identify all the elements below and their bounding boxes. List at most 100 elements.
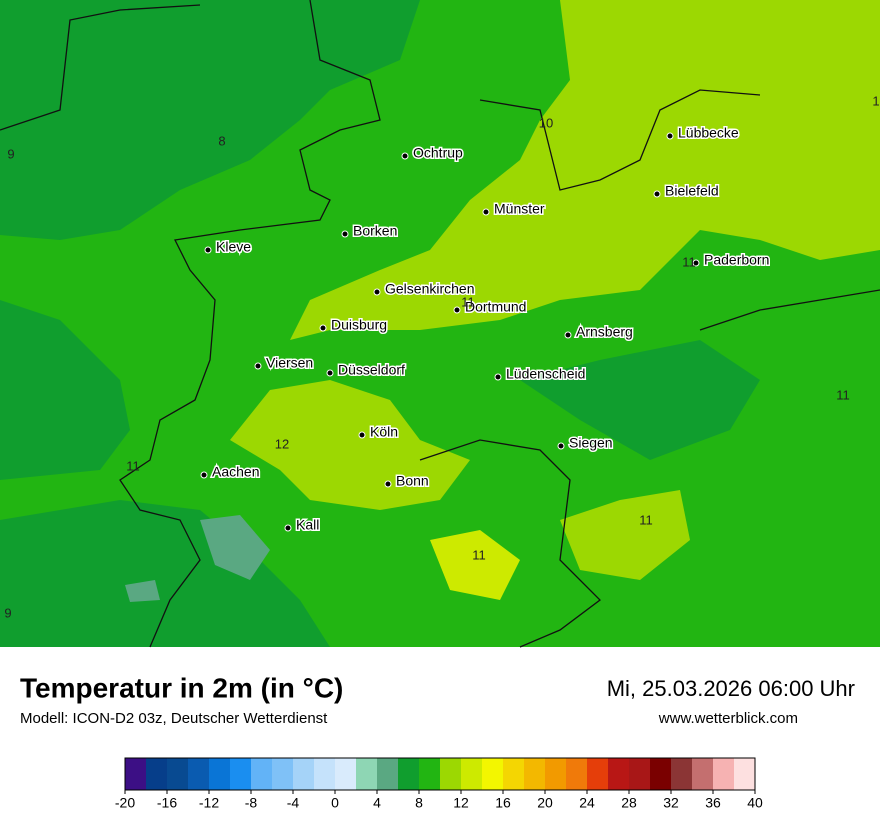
city-dot: [482, 208, 490, 216]
contour-labels: 8 9 10 11 11 12 11 11 11 11 9 1: [4, 93, 879, 620]
city-label: Duisburg: [331, 317, 387, 333]
color-swatch: [461, 758, 483, 790]
contour-label: 1: [872, 93, 879, 108]
border: [0, 4, 201, 131]
color-swatch: [713, 758, 735, 790]
tick-label: 20: [537, 795, 553, 811]
color-swatch: [629, 758, 651, 790]
color-swatch: [293, 758, 315, 790]
city-label: Gelsenkirchen: [385, 281, 475, 297]
city-label: Lüdenscheid: [506, 366, 585, 382]
color-swatch: [188, 758, 210, 790]
city-label: Aachen: [212, 464, 259, 480]
tick-label: 0: [331, 795, 339, 811]
website: www.wetterblick.com: [658, 710, 798, 727]
city-label: Siegen: [569, 435, 613, 451]
contour-label: 8: [218, 133, 225, 148]
tick-label: 16: [495, 795, 511, 811]
color-swatch: [125, 758, 147, 790]
tick-label: -4: [287, 795, 300, 811]
cities: Lübbecke Ochtrup Bielefeld Münster Borken Kle…: [200, 123, 771, 534]
city-dot: [358, 431, 366, 439]
tick-label: 8: [415, 795, 423, 811]
color-swatch: [482, 758, 504, 790]
contour-label: 11: [836, 387, 850, 402]
city-dot: [384, 480, 392, 488]
color-swatch: [398, 758, 420, 790]
city-dot: [341, 230, 349, 238]
cool-zone: [0, 300, 130, 480]
color-swatch: [335, 758, 357, 790]
color-swatch: [272, 758, 294, 790]
color-swatch: [650, 758, 672, 790]
colorbar: -20 -16 -12 -8 -4 0 4 8 12 16 20 24 28 32 36 40: [115, 757, 763, 811]
city-label: Lübbecke: [678, 125, 739, 141]
city-dot: [453, 306, 461, 314]
color-swatch: [692, 758, 714, 790]
border: [419, 439, 601, 648]
map: [0, 0, 880, 648]
cold-patch: [200, 515, 270, 580]
warm-zone: [560, 490, 690, 580]
contour-label: 11: [126, 458, 140, 473]
tick-label: 40: [747, 795, 763, 811]
city-dot: [373, 288, 381, 296]
tick-label: -8: [245, 795, 258, 811]
datetime: Mi, 25.03.2026 06:00 Uhr: [607, 676, 855, 701]
tick-label: 36: [705, 795, 721, 811]
color-swatch: [419, 758, 441, 790]
cold-patch: [125, 580, 160, 602]
color-swatch: [566, 758, 588, 790]
city-label: Viersen: [266, 355, 313, 371]
city-label: Düsseldorf: [338, 362, 405, 378]
contour-label: 11: [639, 512, 653, 527]
city-dot: [494, 373, 502, 381]
contour-label: 11: [461, 294, 475, 309]
color-swatch: [167, 758, 189, 790]
contour-label: 11: [682, 254, 696, 269]
color-swatch: [230, 758, 252, 790]
color-swatch: [587, 758, 609, 790]
warm-zone: [230, 380, 470, 510]
color-swatch: [440, 758, 462, 790]
city-label: Borken: [353, 223, 397, 239]
color-swatch: [503, 758, 525, 790]
color-swatch: [734, 758, 756, 790]
city-label: Kall: [296, 517, 319, 533]
tick-label: 4: [373, 795, 381, 811]
contour-label: 12: [275, 436, 289, 451]
city-dot: [254, 362, 262, 370]
colorbar-frame: [124, 757, 756, 791]
city-label: Köln: [370, 424, 398, 440]
city-dot: [666, 132, 674, 140]
color-swatch: [545, 758, 567, 790]
color-swatch: [356, 758, 378, 790]
contour-label: 10: [539, 115, 553, 130]
city-dot: [204, 246, 212, 254]
color-swatch: [671, 758, 693, 790]
city-label: Kleve: [216, 239, 251, 255]
tick-label: 28: [621, 795, 637, 811]
color-swatch: [251, 758, 273, 790]
color-swatch: [377, 758, 399, 790]
warm-zone: [290, 0, 880, 340]
color-swatch: [314, 758, 336, 790]
city-label: Ochtrup: [413, 145, 463, 161]
cool-zone: [0, 0, 420, 240]
color-swatch: [209, 758, 231, 790]
city-label: Münster: [494, 201, 545, 217]
city-dot: [200, 471, 208, 479]
color-swatch: [524, 758, 546, 790]
cool-zone: [0, 500, 330, 647]
city-dot: [319, 324, 327, 332]
color-swatch: [608, 758, 630, 790]
contour-label: 9: [7, 146, 14, 161]
contour-label: 11: [472, 547, 486, 562]
tick-label: 24: [579, 795, 595, 811]
subtitle: Modell: ICON-D2 03z, Deutscher Wetterdie…: [20, 710, 328, 727]
border: [119, 0, 381, 648]
city-dot: [284, 524, 292, 532]
city-dot: [692, 259, 700, 267]
border: [479, 89, 761, 191]
